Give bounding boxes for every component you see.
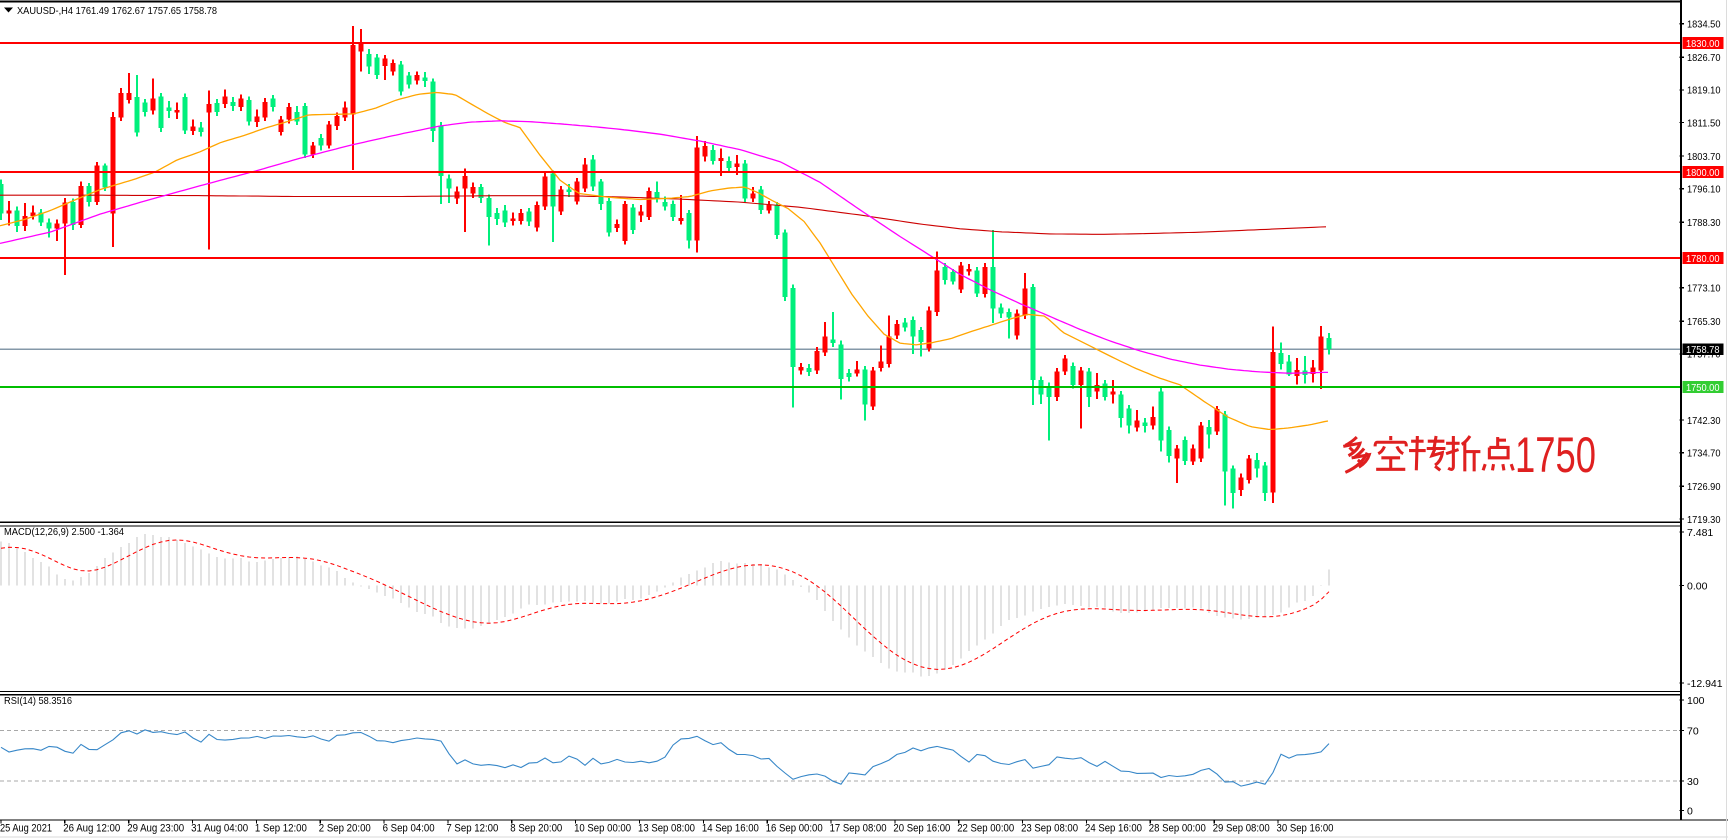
svg-text:1 Sep 12:00: 1 Sep 12:00 [255, 823, 307, 835]
svg-text:1750: 1750 [1515, 427, 1596, 483]
svg-text:31 Aug 04:00: 31 Aug 04:00 [191, 823, 248, 835]
svg-text:1765.30: 1765.30 [1687, 316, 1721, 328]
svg-text:70: 70 [1687, 725, 1699, 737]
svg-text:13 Sep 08:00: 13 Sep 08:00 [638, 823, 695, 835]
svg-text:29 Sep 08:00: 29 Sep 08:00 [1213, 823, 1270, 835]
svg-text:MACD(12,26,9) 2.500 -1.364: MACD(12,26,9) 2.500 -1.364 [4, 526, 124, 538]
svg-text:1742.30: 1742.30 [1687, 415, 1721, 427]
svg-text:20 Sep 16:00: 20 Sep 16:00 [893, 823, 950, 835]
svg-text:RSI(14) 58.3516: RSI(14) 58.3516 [4, 695, 72, 707]
svg-text:8 Sep 20:00: 8 Sep 20:00 [510, 823, 562, 835]
svg-text:2 Sep 20:00: 2 Sep 20:00 [319, 823, 371, 835]
svg-text:1750.00: 1750.00 [1686, 382, 1720, 394]
svg-text:29 Aug 23:00: 29 Aug 23:00 [127, 823, 184, 835]
svg-text:1788.30: 1788.30 [1687, 217, 1721, 229]
svg-text:0.00: 0.00 [1687, 580, 1708, 592]
svg-text:1826.70: 1826.70 [1687, 52, 1721, 64]
svg-text:1780.00: 1780.00 [1686, 253, 1720, 265]
svg-text:1758.78: 1758.78 [1686, 344, 1720, 356]
svg-text:23 Sep 08:00: 23 Sep 08:00 [1021, 823, 1078, 835]
svg-text:7 Sep 12:00: 7 Sep 12:00 [446, 823, 498, 835]
svg-text:24 Sep 16:00: 24 Sep 16:00 [1085, 823, 1142, 835]
svg-text:25 Aug 2021: 25 Aug 2021 [0, 823, 52, 835]
svg-text:28 Sep 00:00: 28 Sep 00:00 [1149, 823, 1206, 835]
svg-text:1719.30: 1719.30 [1687, 514, 1721, 526]
svg-text:1819.10: 1819.10 [1687, 85, 1721, 97]
svg-text:6 Sep 04:00: 6 Sep 04:00 [383, 823, 435, 835]
svg-text:1803.70: 1803.70 [1687, 151, 1721, 163]
svg-text:10 Sep 00:00: 10 Sep 00:00 [574, 823, 631, 835]
svg-text:7.481: 7.481 [1687, 527, 1713, 539]
svg-text:1800.00: 1800.00 [1686, 167, 1720, 179]
svg-text:1830.00: 1830.00 [1686, 38, 1720, 50]
svg-text:22 Sep 00:00: 22 Sep 00:00 [957, 823, 1014, 835]
svg-text:17 Sep 08:00: 17 Sep 08:00 [830, 823, 887, 835]
svg-text:0: 0 [1687, 805, 1693, 817]
svg-text:14 Sep 16:00: 14 Sep 16:00 [702, 823, 759, 835]
svg-text:1726.90: 1726.90 [1687, 481, 1721, 493]
svg-text:XAUUSD-,H4 1761.49 1762.67 17: XAUUSD-,H4 1761.49 1762.67 1757.65 1758.… [17, 5, 217, 17]
svg-text:30: 30 [1687, 776, 1699, 788]
svg-text:30 Sep 16:00: 30 Sep 16:00 [1277, 823, 1334, 835]
svg-text:1811.50: 1811.50 [1687, 117, 1721, 129]
svg-text:1796.10: 1796.10 [1687, 184, 1721, 196]
svg-text:-12.941: -12.941 [1687, 678, 1723, 690]
svg-text:26 Aug 12:00: 26 Aug 12:00 [63, 823, 120, 835]
svg-text:1734.70: 1734.70 [1687, 448, 1721, 460]
svg-text:1773.10: 1773.10 [1687, 283, 1721, 295]
svg-text:100: 100 [1687, 695, 1705, 707]
svg-text:1834.50: 1834.50 [1687, 19, 1721, 31]
svg-text:16 Sep 00:00: 16 Sep 00:00 [766, 823, 823, 835]
